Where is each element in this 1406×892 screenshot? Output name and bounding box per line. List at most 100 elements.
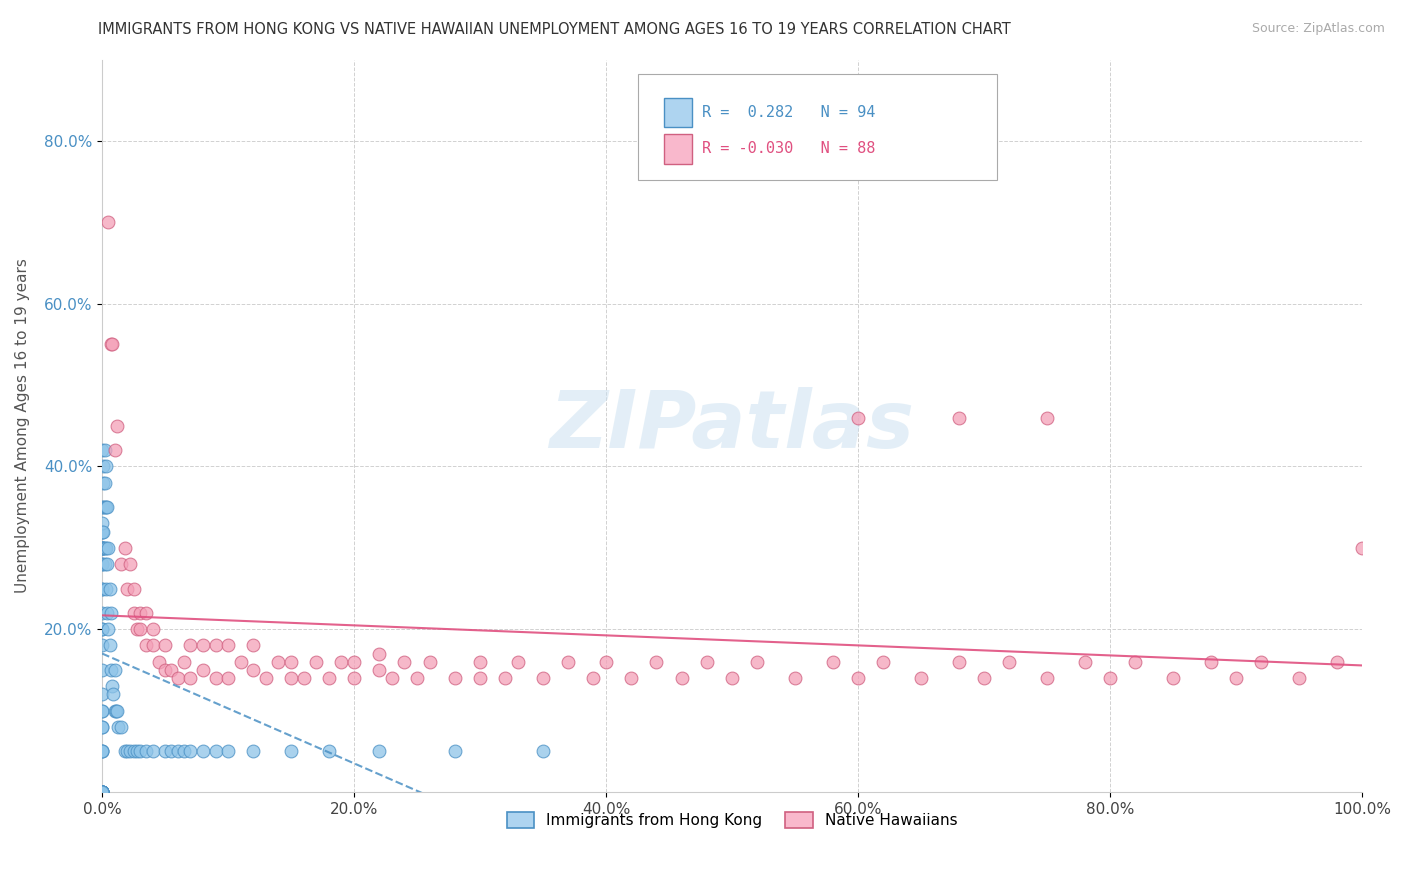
Legend: Immigrants from Hong Kong, Native Hawaiians: Immigrants from Hong Kong, Native Hawaii… (499, 805, 966, 836)
Point (1250, 655, 1272, 669)
FancyBboxPatch shape (637, 74, 997, 180)
Point (91, 785, 114, 799)
Point (1199, 655, 1222, 669)
Point (204, 639, 226, 653)
Point (91, 557, 114, 571)
Point (114, 744, 136, 758)
Point (129, 606, 152, 620)
Point (242, 744, 264, 758)
FancyBboxPatch shape (664, 98, 692, 127)
Point (179, 639, 201, 653)
Point (191, 663, 214, 677)
Point (948, 655, 970, 669)
Point (91, 516, 114, 531)
Point (91, 687, 114, 701)
Point (127, 622, 149, 636)
Point (557, 655, 579, 669)
Point (343, 655, 366, 669)
Point (179, 671, 201, 685)
Point (721, 671, 744, 685)
Point (645, 655, 668, 669)
Point (531, 671, 554, 685)
Point (107, 720, 129, 734)
Point (94, 459, 117, 474)
Point (91, 622, 114, 636)
Point (118, 744, 141, 758)
Point (91, 720, 114, 734)
Point (217, 744, 239, 758)
Point (173, 655, 195, 669)
Point (94, 582, 117, 596)
Point (101, 337, 124, 351)
Point (204, 744, 226, 758)
Point (582, 671, 605, 685)
Point (280, 655, 302, 669)
Point (141, 622, 163, 636)
Point (94, 541, 117, 555)
Point (166, 671, 188, 685)
Point (531, 744, 554, 758)
Point (91, 785, 114, 799)
Point (91, 785, 114, 799)
Point (91, 720, 114, 734)
Point (100, 337, 122, 351)
Point (179, 744, 201, 758)
Point (173, 744, 195, 758)
Point (444, 744, 467, 758)
Point (110, 720, 132, 734)
Point (191, 639, 214, 653)
Point (117, 582, 139, 596)
Point (872, 655, 894, 669)
Point (1123, 655, 1146, 669)
Point (318, 744, 340, 758)
Point (91, 785, 114, 799)
Point (696, 655, 718, 669)
Point (117, 744, 139, 758)
Point (91, 557, 114, 571)
Point (103, 687, 125, 701)
Point (1351, 541, 1374, 555)
Point (1326, 655, 1348, 669)
Point (135, 606, 157, 620)
Point (506, 655, 529, 669)
Point (846, 671, 869, 685)
Point (91, 785, 114, 799)
Point (100, 663, 122, 677)
Point (141, 744, 163, 758)
Point (122, 582, 145, 596)
Point (91, 524, 114, 539)
Point (122, 606, 145, 620)
Point (118, 557, 141, 571)
Point (135, 639, 157, 653)
Point (91, 639, 114, 653)
Point (91, 443, 114, 458)
Point (1161, 671, 1184, 685)
Point (948, 410, 970, 425)
Point (129, 744, 152, 758)
Point (998, 655, 1021, 669)
Point (153, 744, 176, 758)
Point (104, 704, 127, 718)
Text: Source: ZipAtlas.com: Source: ZipAtlas.com (1251, 22, 1385, 36)
Point (468, 671, 491, 685)
Point (406, 671, 429, 685)
Point (204, 671, 226, 685)
Point (91, 785, 114, 799)
Point (122, 744, 145, 758)
Point (381, 671, 404, 685)
Point (98, 582, 121, 596)
Point (97, 541, 120, 555)
Text: ZIPatlas: ZIPatlas (550, 387, 914, 465)
Point (160, 744, 183, 758)
Point (368, 663, 391, 677)
Point (217, 639, 239, 653)
Point (100, 606, 122, 620)
Point (254, 671, 277, 685)
Point (91, 744, 114, 758)
Point (343, 671, 366, 685)
Text: R =  0.282   N = 94: R = 0.282 N = 94 (702, 105, 875, 120)
Point (368, 647, 391, 661)
Point (105, 704, 128, 718)
Point (747, 655, 769, 669)
Point (91, 785, 114, 799)
